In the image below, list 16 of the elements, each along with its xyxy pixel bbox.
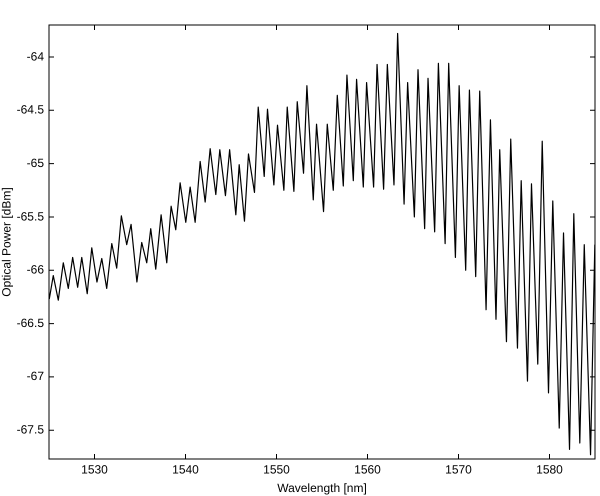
x-axis-title: Wavelength [nm]	[277, 481, 367, 496]
y-tick-label: -67	[26, 369, 44, 384]
x-tick-label: 1550	[263, 462, 290, 477]
y-tick-label: -67.5	[16, 422, 44, 437]
y-tick-label: -66	[26, 262, 44, 277]
y-tick-label: -64	[26, 49, 44, 64]
x-tick-label: 1570	[445, 462, 472, 477]
y-tick-label: -64.5	[16, 102, 44, 117]
x-tick-label: 1530	[81, 462, 108, 477]
y-tick-label: -66.5	[16, 316, 44, 330]
x-tick-label: 1540	[172, 462, 200, 477]
x-tick-label: 1580	[536, 462, 564, 477]
y-tick-label: -65	[26, 156, 44, 170]
y-tick-label: -65.5	[16, 209, 44, 224]
y-axis-title: Optical Power [dBm]	[0, 187, 14, 297]
x-tick-label: 1560	[354, 462, 382, 477]
